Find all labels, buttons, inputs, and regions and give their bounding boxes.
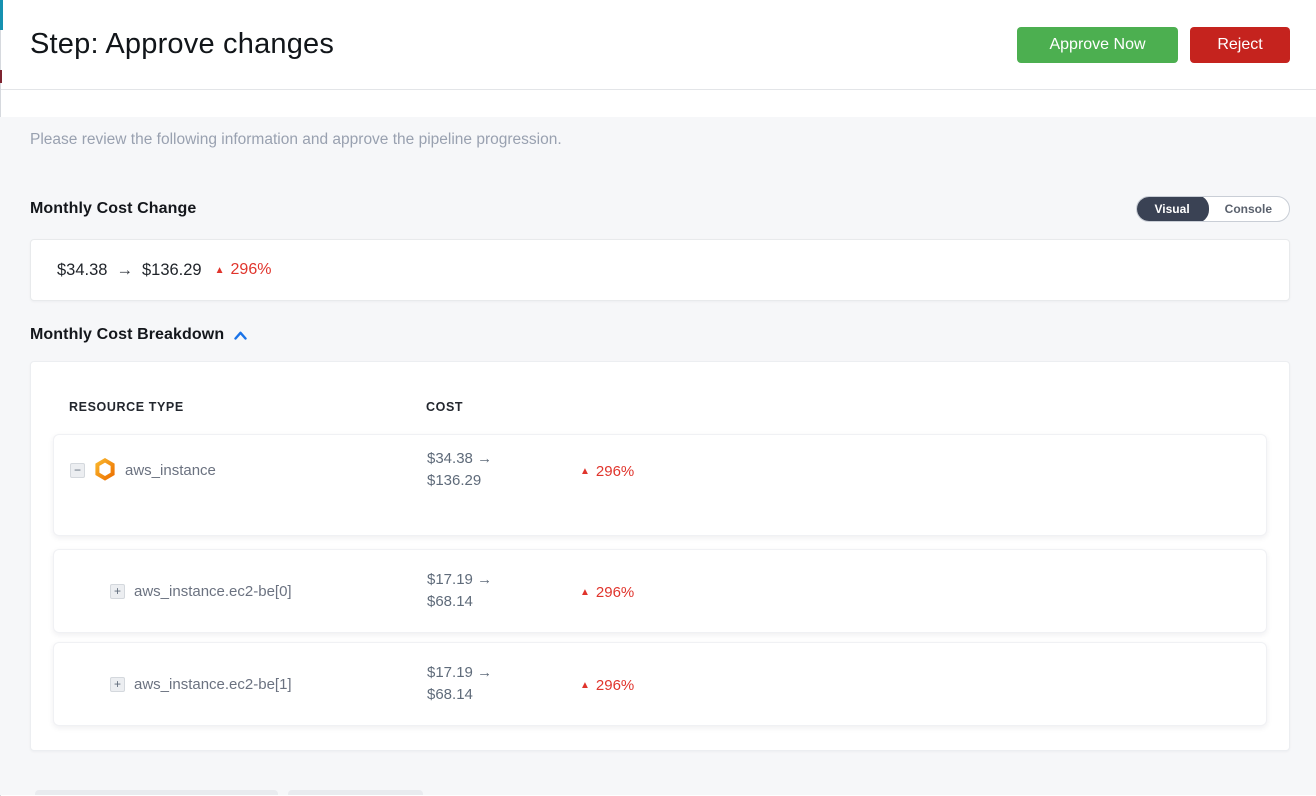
resource-name: aws_instance.ec2-be[1] xyxy=(134,675,292,693)
cost-cell: $34.38 → $136.29 xyxy=(427,448,580,492)
delta-cell: ▲ 296% xyxy=(580,582,1250,601)
collapse-toggle-icon[interactable]: − xyxy=(70,462,85,478)
resource-cell: + aws_instance.ec2-be[0] xyxy=(70,583,427,600)
cost-change-header-row: Monthly Cost Change Visual Console xyxy=(30,196,1290,222)
expand-toggle-icon[interactable]: + xyxy=(110,676,125,692)
trend-up-icon: ▲ xyxy=(580,586,590,598)
column-header-resource-type: RESOURCE TYPE xyxy=(69,400,184,414)
delta-cell: ▲ 296% xyxy=(580,675,1250,694)
trend-up-icon: ▲ xyxy=(214,264,225,276)
breakdown-table-card: RESOURCE TYPE COST − aws_instance xyxy=(30,361,1290,751)
row-cost-to: $68.14 xyxy=(427,593,473,610)
approval-panel: Please review the following information … xyxy=(0,117,1316,795)
row-delta-value: 296% xyxy=(595,583,635,601)
cost-to: $136.29 xyxy=(141,260,202,279)
chevron-up-icon xyxy=(234,327,247,345)
row-delta-value: 296% xyxy=(595,676,635,694)
column-header-cost: COST xyxy=(426,400,464,414)
cost-cell: $17.19 → $68.14 xyxy=(427,569,580,613)
table-row: + aws_instance.ec2-be[0] $17.19 → $68.14… xyxy=(53,549,1267,633)
view-mode-toggle[interactable]: Visual Console xyxy=(1135,196,1290,222)
below-fold-element-peek xyxy=(35,790,278,795)
breakdown-heading[interactable]: Monthly Cost Breakdown xyxy=(30,325,247,345)
table-row: + aws_instance.ec2-be[1] $17.19 → $68.14… xyxy=(53,642,1267,726)
delta-cell: ▲ 296% xyxy=(580,461,1250,480)
page-title: Step: Approve changes xyxy=(30,28,335,60)
resource-name: aws_instance.ec2-be[0] xyxy=(134,582,292,600)
header-actions: Approve Now Reject xyxy=(1017,26,1290,63)
table-row: − aws_instance $34.38 → $136.29 xyxy=(53,434,1267,536)
arrow-right-icon: → xyxy=(477,664,493,681)
resource-cell: + aws_instance.ec2-be[1] xyxy=(70,676,427,693)
row-cost-from: $34.38 xyxy=(427,450,473,467)
trend-up-icon: ▲ xyxy=(580,679,590,691)
header-spacer xyxy=(0,90,1316,117)
row-delta-value: 296% xyxy=(595,462,635,480)
step-header: Step: Approve changes Approve Now Reject xyxy=(0,0,1316,90)
row-cost-from: $17.19 xyxy=(427,664,473,681)
row-cost-to: $68.14 xyxy=(427,686,473,703)
cost-cell: $17.19 → $68.14 xyxy=(427,662,580,706)
approve-now-button[interactable]: Approve Now xyxy=(1017,26,1178,63)
arrow-right-icon: → xyxy=(116,260,133,279)
table-header-row: RESOURCE TYPE COST xyxy=(53,384,1267,434)
cost-change-card: $34.38 → $136.29 ▲ 296% xyxy=(30,239,1290,301)
aws-ec2-resource-icon xyxy=(94,458,116,482)
cost-delta-value: 296% xyxy=(230,261,272,278)
resource-name: aws_instance xyxy=(125,461,216,479)
reject-button[interactable]: Reject xyxy=(1190,26,1290,63)
arrow-right-icon: → xyxy=(477,450,493,467)
breakdown-heading-label: Monthly Cost Breakdown xyxy=(30,326,225,343)
arrow-right-icon: → xyxy=(477,571,493,588)
expand-toggle-icon[interactable]: + xyxy=(110,583,125,599)
cost-from: $34.38 xyxy=(57,260,108,279)
cost-delta: ▲ 296% xyxy=(215,261,272,279)
intro-text: Please review the following information … xyxy=(30,131,562,148)
row-cost-from: $17.19 xyxy=(427,571,473,588)
edge-maroon-sliver xyxy=(0,70,2,83)
toggle-visual[interactable]: Visual xyxy=(1136,197,1209,221)
resource-cell: − aws_instance xyxy=(70,458,427,482)
trend-up-icon: ▲ xyxy=(580,465,590,477)
cost-change-heading: Monthly Cost Change xyxy=(30,200,197,217)
edge-teal-sliver xyxy=(0,0,3,30)
below-fold-element-peek xyxy=(288,790,423,795)
row-cost-to: $136.29 xyxy=(427,472,482,489)
toggle-console[interactable]: Console xyxy=(1208,197,1289,221)
